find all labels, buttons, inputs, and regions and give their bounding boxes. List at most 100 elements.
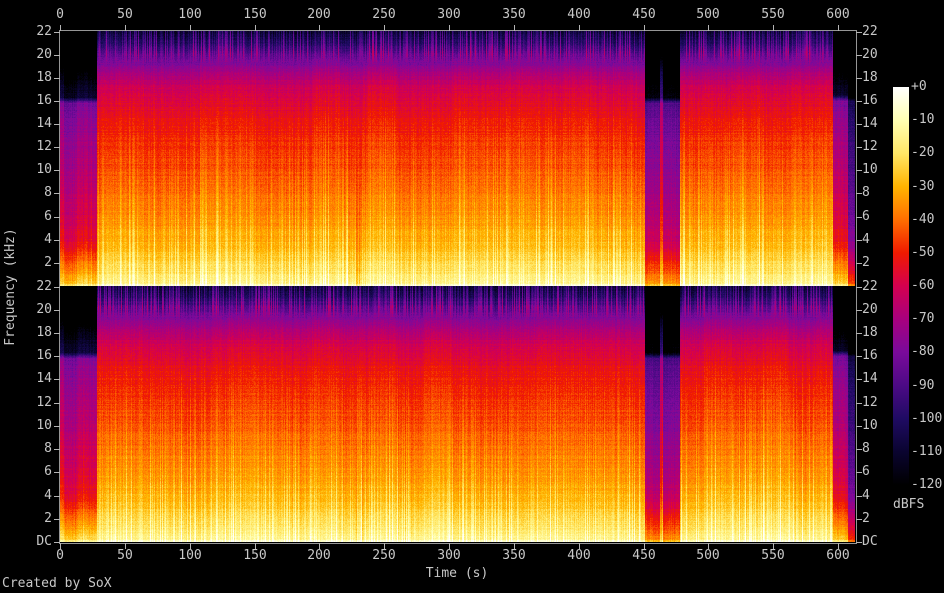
y-axis-tick-right (856, 379, 862, 380)
y-axis-tick-label-left: 10 (36, 162, 52, 177)
y-axis-tick-label-right: 22 (862, 24, 878, 39)
y-axis-tick-left (54, 287, 60, 288)
y-axis-tick-right (856, 287, 862, 288)
x-axis-tick-top (449, 25, 450, 31)
x-axis-tick-top (773, 25, 774, 31)
y-axis-tick-label-left: 22 (36, 24, 52, 39)
y-axis-tick-label-right: 10 (862, 162, 878, 177)
x-axis-tick-bottom (514, 543, 515, 549)
x-axis-tick-top (708, 25, 709, 31)
y-axis-tick-label-left: 4 (44, 488, 52, 503)
y-axis-tick-right (856, 240, 862, 241)
y-axis-tick-label-right: 14 (862, 371, 878, 386)
y-axis-tick-label-right: 18 (862, 325, 878, 340)
colorbar-tick-label: -30 (911, 179, 935, 194)
y-axis-tick-left (54, 55, 60, 56)
y-axis-tick-label-left: 8 (44, 185, 52, 200)
y-axis-tick-label-right: 6 (862, 209, 870, 224)
y-axis-tick-right (856, 519, 862, 520)
x-axis-tick-label-top: 300 (437, 7, 461, 22)
x-axis-tick-top (644, 25, 645, 31)
x-axis-tick-label-bottom: 300 (437, 548, 461, 563)
colorbar-tick-label: -20 (911, 145, 935, 160)
y-axis-tick-right (856, 542, 862, 543)
x-axis-tick-bottom (125, 543, 126, 549)
x-axis-tick-top (838, 25, 839, 31)
spectrogram-channel-2 (60, 286, 855, 542)
y-axis-tick-right (856, 403, 862, 404)
y-axis-tick-label-right: 10 (862, 418, 878, 433)
y-axis-tick-label-left: 16 (36, 93, 52, 108)
x-axis-tick-label-bottom: 450 (632, 548, 656, 563)
x-axis-tick-top (60, 25, 61, 31)
y-axis-tick-right (856, 496, 862, 497)
colorbar-tick-label: -100 (911, 411, 943, 426)
y-axis-tick-left (54, 496, 60, 497)
x-axis-tick-label-top: 450 (632, 7, 656, 22)
dbfs-unit-label: dBFS (893, 497, 925, 512)
colorbar (893, 87, 909, 485)
y-axis-tick-label-right: 16 (862, 93, 878, 108)
x-axis-tick-label-top: 150 (243, 7, 267, 22)
y-axis-tick-label-right: 2 (862, 255, 870, 270)
x-axis-tick-label-top: 200 (307, 7, 331, 22)
x-axis-tick-top (255, 25, 256, 31)
y-axis-tick-left (54, 356, 60, 357)
y-axis-tick-label-right: 20 (862, 47, 878, 62)
y-axis-tick-right (856, 472, 862, 473)
x-axis-tick-bottom (708, 543, 709, 549)
colorbar-tick-label: -60 (911, 278, 935, 293)
x-axis-tick-bottom (449, 543, 450, 549)
x-axis-tick-bottom (579, 543, 580, 549)
y-axis-tick-label-left: 4 (44, 232, 52, 247)
y-axis-tick-label-left: 14 (36, 116, 52, 131)
x-axis-tick-bottom (60, 543, 61, 549)
x-axis-tick-label-bottom: 0 (56, 548, 64, 563)
y-axis-tick-left (54, 449, 60, 450)
colorbar-tick-label: -110 (911, 444, 943, 459)
x-axis-tick-bottom (319, 543, 320, 549)
x-axis-tick-top (579, 25, 580, 31)
x-axis-tick-label-bottom: 600 (826, 548, 850, 563)
y-axis-tick-right (856, 426, 862, 427)
colorbar-tick-label: -120 (911, 477, 943, 492)
spectrogram-channel-1 (60, 31, 855, 286)
y-axis-tick-right (856, 101, 862, 102)
y-axis-tick-label-right: 12 (862, 395, 878, 410)
x-axis-tick-top (190, 25, 191, 31)
x-axis-tick-bottom (384, 543, 385, 549)
y-axis-tick-left (54, 333, 60, 334)
y-axis-tick-left (54, 170, 60, 171)
y-axis-tick-left (54, 147, 60, 148)
y-axis-tick-label-left: 2 (44, 511, 52, 526)
colorbar-tick-label: -90 (911, 378, 935, 393)
x-axis-tick-label-top: 0 (56, 7, 64, 22)
y-axis-tick-left (54, 379, 60, 380)
y-axis-tick-label-right: 20 (862, 302, 878, 317)
y-axis-tick-left (54, 193, 60, 194)
x-axis-tick-label-bottom: 500 (696, 548, 720, 563)
colorbar-tick-label: -80 (911, 344, 935, 359)
y-axis-tick-left (54, 426, 60, 427)
x-axis-tick-top (319, 25, 320, 31)
y-axis-tick-label-left: 20 (36, 302, 52, 317)
created-by-sox-credit: Created by SoX (2, 576, 112, 591)
y-axis-tick-right (856, 78, 862, 79)
y-axis-tick-right (856, 449, 862, 450)
y-axis-tick-label-left: 22 (36, 279, 52, 294)
x-axis-tick-bottom (773, 543, 774, 549)
y-axis-tick-right (856, 263, 862, 264)
x-axis-tick-label-bottom: 550 (761, 548, 785, 563)
y-axis-tick-left (54, 519, 60, 520)
x-axis-tick-label-top: 50 (117, 7, 133, 22)
y-axis-tick-label-right: 8 (862, 441, 870, 456)
y-axis-tick-label-right: 4 (862, 232, 870, 247)
y-axis-tick-label-right: 14 (862, 116, 878, 131)
y-axis-tick-left (54, 124, 60, 125)
colorbar-tick-label: -40 (911, 212, 935, 227)
y-axis-tick-label-left: 2 (44, 255, 52, 270)
y-axis-tick-right (856, 193, 862, 194)
y-axis-tick-label-left: 12 (36, 395, 52, 410)
y-axis-tick-left (54, 472, 60, 473)
y-axis-tick-label-right: 2 (862, 511, 870, 526)
